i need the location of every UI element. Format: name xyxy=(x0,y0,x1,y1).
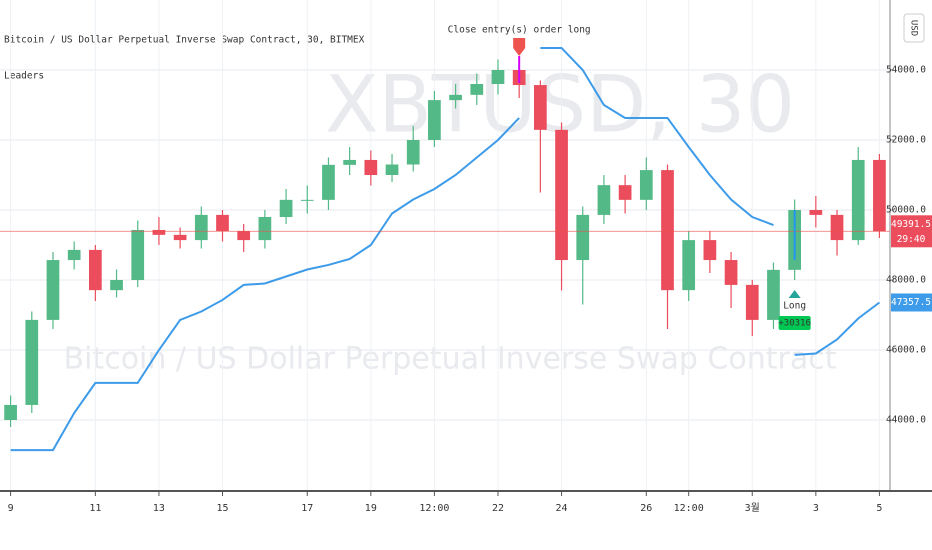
annotation-badge xyxy=(778,316,811,330)
stop-price-box xyxy=(891,293,932,312)
plot-layer xyxy=(0,0,890,490)
y-tick-label: 44000.0 xyxy=(886,415,926,426)
candle-body xyxy=(406,140,420,165)
candle-body xyxy=(449,94,462,101)
indicator-name: Leaders xyxy=(4,71,44,82)
x-tick-label: 9 xyxy=(8,503,14,514)
x-tick-label: 26 xyxy=(640,503,652,514)
x-tick-label: 5 xyxy=(876,503,882,514)
candle-body xyxy=(194,214,208,241)
annotation-subtext: +30316 xyxy=(778,319,811,329)
y-tick-label: 54000.0 xyxy=(886,65,926,76)
candle-body xyxy=(4,404,17,420)
candle-body xyxy=(25,319,39,405)
candle-body xyxy=(470,84,484,95)
stop-line xyxy=(540,46,774,226)
candle-body xyxy=(216,214,229,231)
y-tick-label: 50000.0 xyxy=(886,205,926,216)
candle-body xyxy=(46,260,60,320)
candle-body xyxy=(364,159,378,175)
candle-body xyxy=(703,240,717,261)
candle-body xyxy=(110,280,123,291)
x-tick-label: 11 xyxy=(89,503,101,514)
x-tick-label: 13 xyxy=(153,503,165,514)
candle-body xyxy=(131,229,145,280)
candle-body xyxy=(237,231,251,241)
x-tick-label: 12:00 xyxy=(674,503,704,514)
x-tick-label: 17 xyxy=(301,503,313,514)
y-tick-label: 48000.0 xyxy=(886,275,926,286)
annotation-text: Close entry(s) order long xyxy=(448,25,591,36)
annotation-text: Long xyxy=(783,301,806,312)
candle-body xyxy=(322,164,335,200)
candle-body xyxy=(300,199,314,201)
candle-body xyxy=(767,269,780,320)
candle-body xyxy=(576,214,590,261)
x-tick-label: 19 xyxy=(365,503,377,514)
currency-button[interactable] xyxy=(903,13,925,43)
candle-body xyxy=(682,240,696,291)
candle-body xyxy=(428,100,441,140)
stop-line xyxy=(794,301,881,356)
y-tick-label: 52000.0 xyxy=(886,135,926,146)
x-tick-label: 3월 xyxy=(745,502,760,514)
candle-body xyxy=(851,159,865,241)
candle-body xyxy=(873,159,886,232)
candle-body xyxy=(152,229,166,235)
candle-body xyxy=(491,70,505,84)
annotation-arrow xyxy=(513,38,526,56)
candle-body xyxy=(385,164,399,175)
candle-body xyxy=(173,234,187,241)
candle-body xyxy=(67,249,81,261)
candle-body xyxy=(279,199,293,217)
candle-body xyxy=(618,185,632,200)
y-tick-label: 46000.0 xyxy=(886,345,926,356)
candle-body xyxy=(830,214,844,241)
countdown-label: 29:40 xyxy=(897,234,926,245)
candle-body xyxy=(809,210,823,215)
candle-body xyxy=(555,129,568,261)
candle-body xyxy=(597,185,611,215)
candle-body xyxy=(258,217,272,241)
candle-body xyxy=(745,284,759,320)
last-price-label: 49391.5 xyxy=(891,219,931,230)
last-price-box xyxy=(891,215,932,248)
candle-body xyxy=(639,170,653,200)
x-tick-label: 3 xyxy=(813,503,819,514)
x-tick-label: 15 xyxy=(216,503,228,514)
x-tick-label: 24 xyxy=(556,503,568,514)
candle-body xyxy=(89,249,102,291)
currency-label: USD xyxy=(909,20,919,36)
x-tick-label: 12:00 xyxy=(419,503,449,514)
stop-price-label: 47357.5 xyxy=(891,297,931,308)
candle-body xyxy=(534,85,547,130)
annotation-arrow xyxy=(788,290,801,298)
candle-body xyxy=(724,260,738,285)
x-tick-label: 22 xyxy=(492,503,504,514)
chart-title: Bitcoin / US Dollar Perpetual Inverse Sw… xyxy=(4,35,365,46)
stop-line xyxy=(10,117,520,452)
watermark-subtitle: Bitcoin / US Dollar Perpetual Inverse Sw… xyxy=(64,342,837,377)
candle-body xyxy=(343,159,356,165)
candle-body xyxy=(661,170,674,291)
